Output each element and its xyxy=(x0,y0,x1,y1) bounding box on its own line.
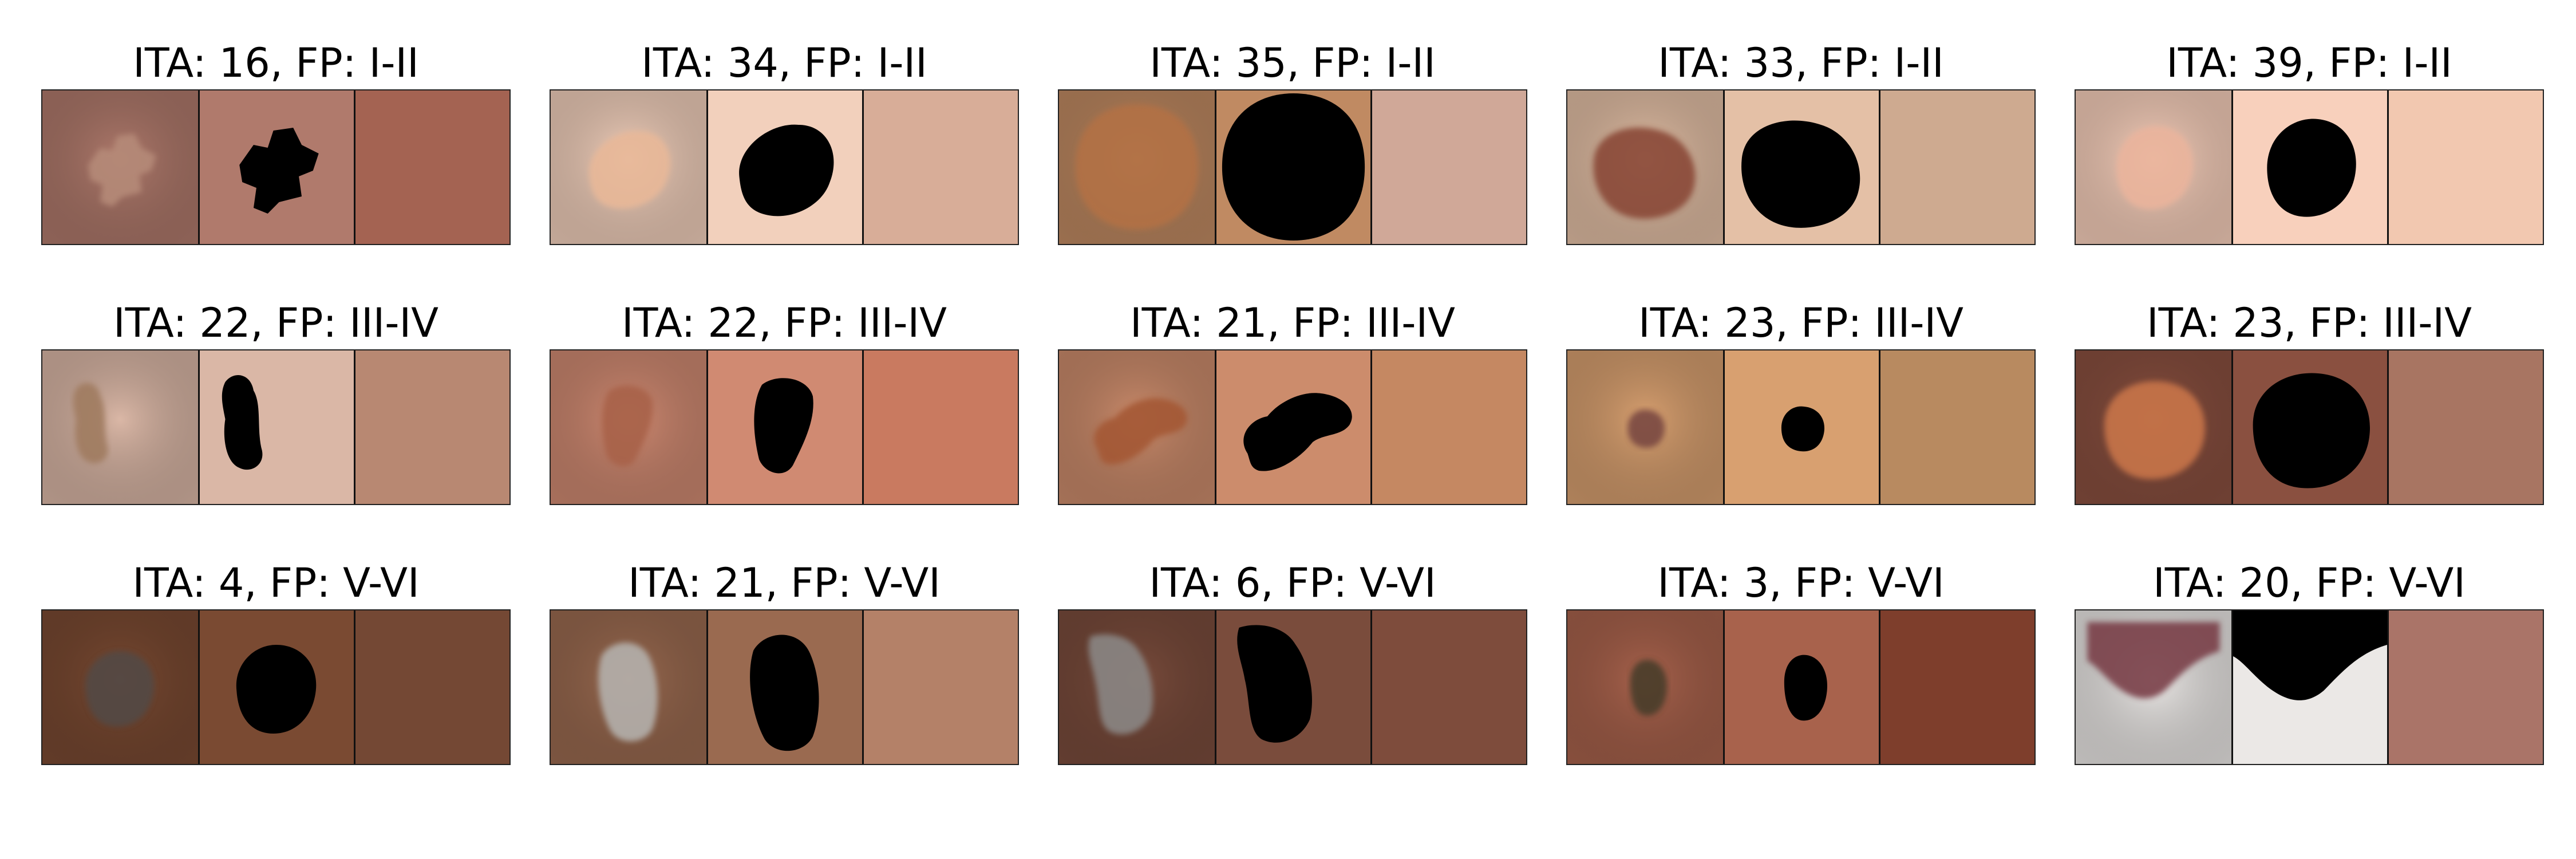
image-strip xyxy=(1566,349,2036,505)
skin-tone-swatch xyxy=(2387,610,2543,764)
lesion-mask xyxy=(706,90,862,244)
sample-title: ITA: 16, FP: I-II xyxy=(133,40,419,86)
lesion-image xyxy=(551,350,706,504)
lesion-image xyxy=(2076,350,2231,504)
lesion-image xyxy=(42,90,198,244)
image-strip xyxy=(41,609,511,765)
lesion-mask xyxy=(2231,350,2387,504)
sample-title: ITA: 21, FP: V-VI xyxy=(628,559,941,606)
sample-title: ITA: 39, FP: I-II xyxy=(2166,40,2452,86)
lesion-image xyxy=(1059,350,1215,504)
skin-tone-swatch xyxy=(2387,90,2543,244)
image-strip xyxy=(550,609,1019,765)
lesion-mask xyxy=(2231,610,2387,764)
lesion-image xyxy=(1059,90,1215,244)
lesion-image xyxy=(2076,90,2231,244)
lesion-image xyxy=(42,610,198,764)
lesion-mask xyxy=(198,350,354,504)
skin-tone-swatch xyxy=(1370,610,1526,764)
image-strip xyxy=(41,89,511,245)
skin-tone-swatch xyxy=(2387,350,2543,504)
sample-title: ITA: 22, FP: III-IV xyxy=(113,300,439,346)
lesion-image xyxy=(42,350,198,504)
sample-title: ITA: 21, FP: III-IV xyxy=(1129,300,1456,346)
image-strip xyxy=(2075,609,2544,765)
skin-tone-swatch xyxy=(862,610,1018,764)
lesion-mask xyxy=(1723,350,1879,504)
image-strip xyxy=(1566,609,2036,765)
sample-title: ITA: 35, FP: I-II xyxy=(1149,40,1436,86)
lesion-mask xyxy=(1215,610,1370,764)
sample-title: ITA: 3, FP: V-VI xyxy=(1657,559,1945,606)
sample-title: ITA: 22, FP: III-IV xyxy=(621,300,947,346)
lesion-mask xyxy=(198,610,354,764)
lesion-image xyxy=(1567,610,1723,764)
lesion-image xyxy=(1567,90,1723,244)
image-strip xyxy=(550,349,1019,505)
skin-tone-swatch xyxy=(354,610,509,764)
lesion-mask xyxy=(1723,90,1879,244)
skin-tone-swatch xyxy=(354,90,509,244)
skin-tone-swatch xyxy=(354,350,509,504)
lesion-image xyxy=(551,610,706,764)
skin-tone-swatch xyxy=(862,350,1018,504)
lesion-image xyxy=(1059,610,1215,764)
skin-tone-swatch xyxy=(1370,350,1526,504)
lesion-mask xyxy=(1215,350,1370,504)
sample-title: ITA: 23, FP: III-IV xyxy=(1638,300,1964,346)
image-strip xyxy=(41,349,511,505)
sample-title: ITA: 6, FP: V-VI xyxy=(1149,559,1436,606)
lesion-mask xyxy=(1723,610,1879,764)
image-strip xyxy=(1058,609,1527,765)
lesion-mask xyxy=(706,350,862,504)
sample-title: ITA: 33, FP: I-II xyxy=(1658,40,1944,86)
sample-title: ITA: 34, FP: I-II xyxy=(641,40,927,86)
skin-tone-swatch xyxy=(862,90,1018,244)
sample-title: ITA: 23, FP: III-IV xyxy=(2146,300,2472,346)
image-strip xyxy=(1566,89,2036,245)
lesion-image xyxy=(2076,610,2231,764)
sample-title: ITA: 20, FP: V-VI xyxy=(2153,559,2466,606)
image-strip xyxy=(550,89,1019,245)
skin-tone-swatch xyxy=(1370,90,1526,244)
image-strip xyxy=(1058,89,1527,245)
lesion-mask xyxy=(2231,90,2387,244)
lesion-mask xyxy=(706,610,862,764)
lesion-mask xyxy=(198,90,354,244)
skin-tone-swatch xyxy=(1879,350,2034,504)
skin-tone-swatch xyxy=(1879,90,2034,244)
image-strip xyxy=(1058,349,1527,505)
lesion-image xyxy=(1567,350,1723,504)
image-strip xyxy=(2075,89,2544,245)
lesion-image xyxy=(551,90,706,244)
image-strip xyxy=(2075,349,2544,505)
skin-tone-swatch xyxy=(1879,610,2034,764)
lesion-mask xyxy=(1215,90,1370,244)
sample-title: ITA: 4, FP: V-VI xyxy=(132,559,420,606)
